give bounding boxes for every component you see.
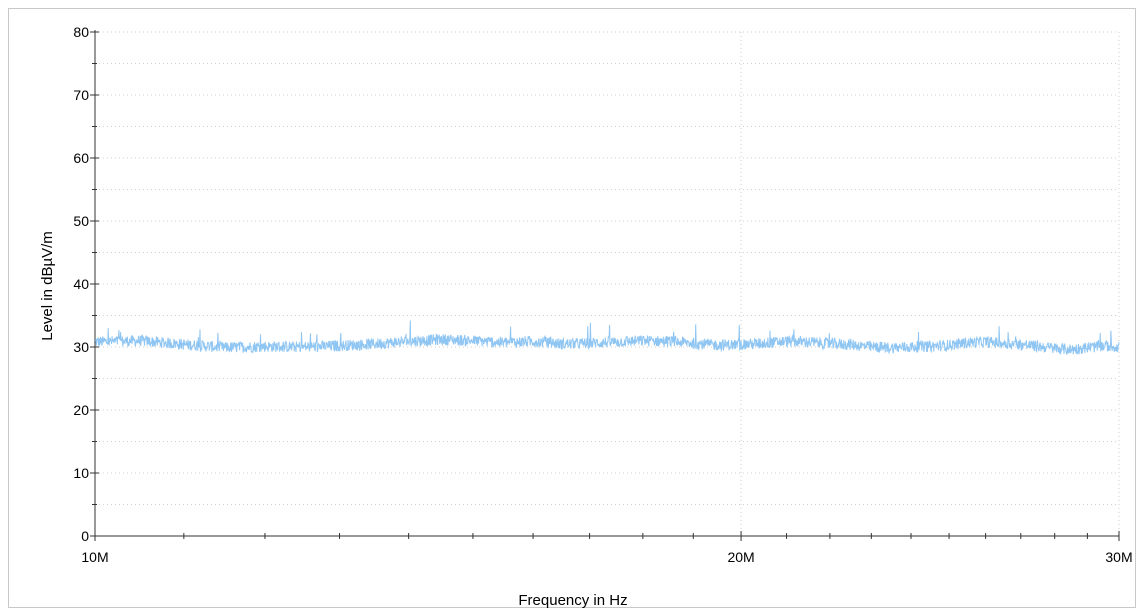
y-tick-label: 80 xyxy=(73,24,89,40)
y-tick-label: 60 xyxy=(73,150,89,166)
y-axis-title: Level in dBµV/m xyxy=(39,231,56,341)
y-tick-label: 40 xyxy=(73,276,89,292)
y-tick-label: 0 xyxy=(81,528,89,544)
emission-chart: 0 10 20 30 40 50 60 70 80 10M 20M 30M Frequency in … xyxy=(39,24,1133,609)
y-tick-label: 20 xyxy=(73,402,89,418)
x-tick-label: 30M xyxy=(1105,549,1132,565)
level-trace xyxy=(94,320,1120,356)
label-layer: 0 10 20 30 40 50 60 70 80 10M 20M 30M xyxy=(73,24,1132,565)
x-tick-label: 10M xyxy=(81,549,108,565)
y-tick-label: 10 xyxy=(73,465,89,481)
grid-layer xyxy=(95,31,1120,536)
axis-layer xyxy=(90,30,1120,541)
y-tick-label: 50 xyxy=(73,213,89,229)
x-axis-title: Frequency in Hz xyxy=(518,592,627,609)
trace-layer xyxy=(94,320,1120,356)
y-tick-label: 70 xyxy=(73,87,89,103)
y-tick-label: 30 xyxy=(73,339,89,355)
chart-frame: 0 10 20 30 40 50 60 70 80 10M 20M 30M Frequency in … xyxy=(8,8,1136,609)
x-tick-label: 20M xyxy=(727,549,754,565)
